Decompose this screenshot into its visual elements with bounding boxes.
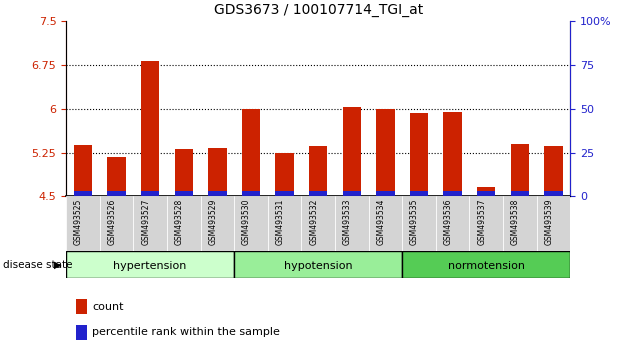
Text: ▶: ▶ — [54, 260, 62, 270]
Bar — [141, 61, 159, 196]
Title: GDS3673 / 100107714_TGI_at: GDS3673 / 100107714_TGI_at — [214, 4, 423, 17]
Text: GSM493538: GSM493538 — [511, 199, 520, 245]
Text: GSM493533: GSM493533 — [343, 199, 352, 245]
Bar — [537, 196, 570, 251]
Bar — [234, 251, 402, 278]
Bar — [410, 190, 428, 196]
Bar — [477, 187, 495, 196]
Text: hypotension: hypotension — [284, 261, 352, 271]
Bar — [410, 113, 428, 196]
Bar — [66, 251, 234, 278]
Bar — [369, 196, 402, 251]
Bar — [234, 196, 268, 251]
Text: GSM493535: GSM493535 — [410, 199, 419, 245]
Bar — [208, 148, 227, 196]
Bar — [200, 196, 234, 251]
Text: count: count — [93, 302, 124, 312]
Bar — [335, 196, 369, 251]
Bar — [268, 196, 301, 251]
Bar — [107, 191, 126, 196]
Bar — [175, 191, 193, 196]
Text: GSM493527: GSM493527 — [141, 199, 150, 245]
Bar — [301, 196, 335, 251]
Bar — [74, 145, 92, 196]
Text: GSM493525: GSM493525 — [74, 199, 83, 245]
Text: GSM493532: GSM493532 — [309, 199, 318, 245]
Bar — [175, 149, 193, 196]
Text: GSM493526: GSM493526 — [108, 199, 117, 245]
Text: GSM493536: GSM493536 — [444, 199, 452, 245]
Bar — [510, 144, 529, 196]
Bar — [544, 190, 563, 196]
Bar — [76, 325, 88, 339]
Text: GSM493534: GSM493534 — [376, 199, 386, 245]
Text: percentile rank within the sample: percentile rank within the sample — [93, 327, 280, 337]
Bar — [477, 191, 495, 196]
Text: GSM493531: GSM493531 — [275, 199, 285, 245]
Bar — [343, 190, 361, 196]
Text: GSM493530: GSM493530 — [242, 199, 251, 245]
Bar — [107, 157, 126, 196]
Bar — [402, 196, 436, 251]
Bar — [76, 299, 88, 314]
Text: GSM493537: GSM493537 — [477, 199, 486, 245]
Text: normotension: normotension — [448, 261, 525, 271]
Text: GSM493528: GSM493528 — [175, 199, 184, 245]
Bar — [510, 190, 529, 196]
Bar — [74, 190, 92, 196]
Text: hypertension: hypertension — [113, 261, 187, 271]
Bar — [275, 191, 294, 196]
Bar — [376, 109, 394, 196]
Bar — [402, 251, 570, 278]
Bar — [141, 190, 159, 196]
Bar — [167, 196, 200, 251]
Bar — [309, 191, 328, 196]
Text: GSM493539: GSM493539 — [544, 199, 553, 245]
Text: disease state: disease state — [3, 260, 72, 270]
Bar — [376, 190, 394, 196]
Bar — [66, 196, 100, 251]
Bar — [309, 145, 328, 196]
Bar — [436, 196, 469, 251]
Bar — [242, 109, 260, 196]
Bar — [275, 153, 294, 196]
Bar — [503, 196, 537, 251]
Bar — [100, 196, 134, 251]
Bar — [208, 191, 227, 196]
Bar — [242, 191, 260, 196]
Bar — [444, 112, 462, 196]
Bar — [444, 190, 462, 196]
Bar — [134, 196, 167, 251]
Bar — [343, 107, 361, 196]
Bar — [544, 146, 563, 196]
Text: GSM493529: GSM493529 — [209, 199, 217, 245]
Bar — [469, 196, 503, 251]
